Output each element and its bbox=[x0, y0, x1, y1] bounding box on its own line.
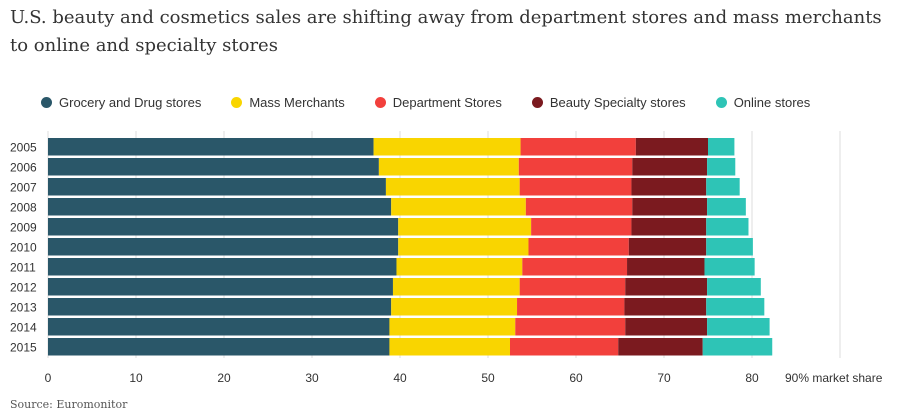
year-label: 2015 bbox=[10, 340, 37, 354]
bar-segment-mass-2008 bbox=[391, 198, 526, 216]
bar-segment-grocery-2007 bbox=[48, 178, 386, 196]
bar-segment-grocery-2009 bbox=[48, 218, 399, 236]
bar-segment-grocery-2005 bbox=[48, 138, 374, 156]
legend-label-department: Department Stores bbox=[392, 95, 502, 110]
bar-segment-department-2011 bbox=[522, 258, 628, 276]
legend-swatch-grocery bbox=[41, 97, 52, 108]
bar-segment-online-2008 bbox=[707, 198, 746, 216]
bar-segment-online-2009 bbox=[706, 218, 749, 236]
legend-label-beauty: Beauty Specialty stores bbox=[549, 95, 686, 110]
bar-segment-beauty-2011 bbox=[627, 258, 705, 276]
bar-segment-beauty-2015 bbox=[618, 338, 703, 356]
bar-segment-online-2013 bbox=[706, 298, 765, 316]
bar-segment-mass-2010 bbox=[398, 238, 529, 256]
bar-segment-beauty-2009 bbox=[631, 218, 707, 236]
x-tick-label: 20 bbox=[217, 371, 231, 385]
bar-segment-mass-2005 bbox=[373, 138, 521, 156]
legend-item-online: Online stores bbox=[715, 95, 811, 110]
legend-item-beauty: Beauty Specialty stores bbox=[531, 95, 686, 110]
bar-segment-mass-2009 bbox=[398, 218, 532, 236]
bar-segment-beauty-2012 bbox=[625, 278, 708, 296]
bar-segment-department-2008 bbox=[525, 198, 633, 216]
legend-label-grocery: Grocery and Drug stores bbox=[59, 95, 202, 110]
bar-segment-mass-2011 bbox=[396, 258, 523, 276]
bar-segment-beauty-2005 bbox=[635, 138, 708, 156]
bar-segment-beauty-2013 bbox=[624, 298, 707, 316]
bar-segment-department-2009 bbox=[531, 218, 632, 236]
bar-segment-grocery-2010 bbox=[48, 238, 399, 256]
bar-segment-mass-2015 bbox=[389, 338, 510, 356]
legend-item-grocery: Grocery and Drug stores bbox=[41, 95, 201, 110]
year-label: 2011 bbox=[10, 260, 36, 274]
bar-segment-online-2007 bbox=[706, 178, 740, 196]
year-label: 2014 bbox=[10, 320, 37, 334]
bar-segment-online-2010 bbox=[706, 238, 753, 256]
bar-segment-department-2006 bbox=[518, 158, 633, 176]
x-tick-label: 40 bbox=[393, 371, 407, 385]
legend-swatch-mass bbox=[231, 97, 243, 108]
x-tick-label: 10 bbox=[129, 371, 143, 385]
x-tick-label: 80 bbox=[745, 371, 759, 385]
bar-segment-department-2015 bbox=[510, 338, 619, 356]
legend-item-mass: Mass Merchants bbox=[231, 95, 345, 110]
bar-segment-grocery-2015 bbox=[48, 338, 390, 356]
source-note: Source: Euromonitor bbox=[10, 398, 128, 411]
bar-segment-grocery-2008 bbox=[48, 198, 392, 216]
x-tick-label: 0 bbox=[45, 371, 52, 385]
bar-segment-online-2011 bbox=[704, 258, 755, 276]
bar-segment-grocery-2012 bbox=[48, 278, 393, 296]
year-label: 2007 bbox=[10, 180, 37, 194]
bar-segment-grocery-2013 bbox=[48, 298, 392, 316]
bar-segment-department-2007 bbox=[519, 178, 632, 196]
legend-swatch-online bbox=[715, 97, 727, 108]
legend: Grocery and Drug stores Mass Merchants D… bbox=[41, 95, 840, 110]
bar-segment-grocery-2011 bbox=[48, 258, 397, 276]
year-label: 2013 bbox=[10, 300, 37, 314]
bar-segment-online-2005 bbox=[708, 138, 735, 156]
year-label: 2008 bbox=[10, 200, 37, 214]
bar-segment-mass-2013 bbox=[391, 298, 518, 316]
chart-title: U.S. beauty and cosmetics sales are shif… bbox=[10, 7, 882, 56]
x-tick-label: 90% market share bbox=[785, 371, 883, 385]
bar-segment-online-2006 bbox=[707, 158, 736, 176]
bar-segment-department-2005 bbox=[520, 138, 636, 156]
bar-segment-mass-2007 bbox=[385, 178, 520, 196]
bar-segment-department-2012 bbox=[519, 278, 626, 296]
year-label: 2009 bbox=[10, 220, 37, 234]
bar-segment-beauty-2007 bbox=[631, 178, 707, 196]
bar-segment-department-2014 bbox=[515, 318, 626, 336]
bar-segment-online-2012 bbox=[707, 278, 761, 296]
bar-segment-department-2010 bbox=[528, 238, 629, 256]
x-tick-label: 70 bbox=[657, 371, 671, 385]
legend-swatch-beauty bbox=[531, 97, 543, 108]
legend-item-department: Department Stores bbox=[374, 95, 502, 110]
bar-segment-grocery-2006 bbox=[48, 158, 379, 176]
bar-segment-mass-2014 bbox=[389, 318, 516, 336]
bar-segment-mass-2006 bbox=[378, 158, 519, 176]
bar-segment-beauty-2006 bbox=[632, 158, 708, 176]
year-label: 2005 bbox=[10, 140, 37, 154]
bar-segment-online-2015 bbox=[702, 338, 773, 356]
bar-segment-beauty-2014 bbox=[625, 318, 708, 336]
bar-segment-beauty-2010 bbox=[628, 238, 707, 256]
year-label: 2006 bbox=[10, 160, 37, 174]
legend-label-mass: Mass Merchants bbox=[249, 95, 345, 110]
legend-label-online: Online stores bbox=[733, 95, 811, 110]
x-tick-label: 30 bbox=[305, 371, 319, 385]
bar-segment-beauty-2008 bbox=[632, 198, 708, 216]
legend-swatch-department bbox=[374, 97, 386, 108]
year-label: 2010 bbox=[10, 240, 37, 254]
bar-segment-online-2014 bbox=[707, 318, 770, 336]
year-label: 2012 bbox=[10, 280, 37, 294]
bar-segment-department-2013 bbox=[517, 298, 625, 316]
x-tick-label: 50 bbox=[481, 371, 495, 385]
bar-segment-mass-2012 bbox=[392, 278, 520, 296]
x-tick-label: 60 bbox=[569, 371, 583, 385]
bar-segment-grocery-2014 bbox=[48, 318, 390, 336]
